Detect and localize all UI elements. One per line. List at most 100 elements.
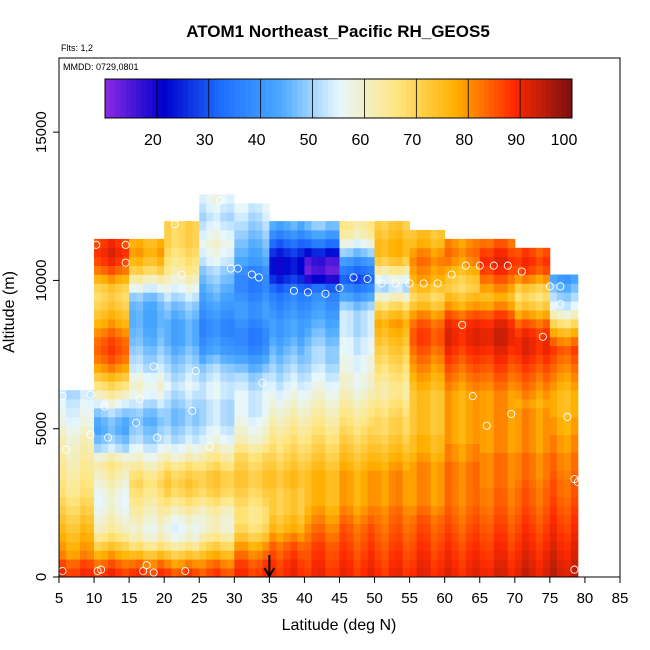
heatmap-cell (73, 452, 81, 462)
colorbar-swatch (234, 79, 241, 118)
heatmap-cell (528, 399, 537, 409)
heatmap-cell (262, 479, 270, 489)
y-tick-label: 10000 (33, 260, 50, 302)
heatmap-cell (304, 247, 312, 258)
heatmap-cell (437, 514, 446, 525)
heatmap-cell (304, 363, 312, 373)
colorbar-swatch (281, 79, 288, 118)
heatmap-cell (297, 372, 305, 382)
heatmap-cell (87, 443, 95, 453)
heatmap-cell (59, 399, 67, 409)
heatmap-cell (136, 505, 144, 516)
heatmap-cell (150, 372, 158, 382)
heatmap-cell (416, 301, 425, 311)
heatmap-cell (444, 292, 453, 302)
heatmap-cell (423, 247, 432, 258)
heatmap-cell (521, 327, 530, 338)
heatmap-cell (549, 443, 558, 453)
heatmap-cell (157, 399, 165, 409)
heatmap-cell (318, 238, 326, 249)
heatmap-cell (395, 541, 404, 551)
heatmap-cell (395, 416, 404, 427)
heatmap-cell (234, 256, 242, 266)
heatmap-cell (542, 407, 551, 418)
heatmap-cell (563, 443, 572, 453)
heatmap-cell (115, 532, 123, 542)
heatmap-cell (199, 434, 207, 444)
heatmap-cell (66, 461, 74, 471)
heatmap-cell (94, 363, 102, 373)
heatmap-cell (136, 390, 144, 400)
heatmap-cell (318, 318, 326, 329)
heatmap-cell (94, 381, 102, 391)
heatmap-cell (290, 292, 298, 302)
heatmap-cell (388, 283, 396, 293)
heatmap-cell (318, 416, 326, 427)
heatmap-cell (528, 559, 537, 569)
heatmap-cell (185, 283, 193, 293)
heatmap-cell (269, 443, 277, 453)
heatmap-cell (395, 407, 404, 418)
heatmap-cell (339, 523, 347, 533)
colorbar-swatch (483, 79, 490, 118)
heatmap-cell (136, 496, 144, 507)
heatmap-cell (381, 461, 389, 471)
heatmap-cell (563, 336, 572, 347)
heatmap-cell (444, 238, 453, 249)
heatmap-cell (430, 532, 439, 542)
heatmap-cell (290, 496, 298, 507)
heatmap-cell (479, 479, 488, 489)
heatmap-cell (465, 407, 474, 418)
heatmap-cell (388, 274, 396, 284)
heatmap-cell (73, 434, 81, 444)
heatmap-cell (479, 318, 488, 329)
heatmap-cell (115, 523, 123, 533)
heatmap-cell (304, 443, 312, 453)
heatmap-cell (276, 568, 284, 578)
heatmap-cell (430, 452, 439, 462)
heatmap-cell (353, 488, 361, 498)
observation-point (121, 240, 130, 249)
heatmap-cell (241, 568, 249, 578)
heatmap-cell (255, 310, 263, 320)
heatmap-cell (129, 514, 137, 525)
heatmap-cell (423, 230, 432, 240)
heatmap-cell (458, 327, 467, 338)
heatmap-cell (206, 327, 214, 338)
heatmap-cell (304, 550, 312, 560)
heatmap-cell (262, 523, 270, 533)
heatmap-cell (94, 523, 102, 533)
heatmap-cell (556, 381, 565, 391)
heatmap-cell (479, 541, 488, 551)
heatmap-cell (451, 479, 460, 489)
heatmap-cell (220, 568, 228, 578)
heatmap-cell (458, 390, 467, 400)
heatmap-cell (542, 470, 551, 480)
heatmap-cell (192, 256, 200, 266)
heatmap-cell (136, 318, 144, 329)
heatmap-cell (437, 238, 446, 249)
heatmap-cell (549, 345, 558, 355)
heatmap-cell (535, 256, 544, 266)
heatmap-cell (94, 541, 102, 551)
heatmap-cell (171, 505, 179, 516)
heatmap-cell (157, 505, 165, 516)
heatmap-cell (206, 461, 214, 471)
heatmap-cell (374, 470, 382, 480)
heatmap-cell (73, 443, 81, 453)
heatmap-cell (549, 523, 558, 533)
heatmap-cell (241, 479, 249, 489)
heatmap-cell (94, 354, 102, 364)
heatmap-cell (416, 523, 425, 533)
heatmap-cell (276, 505, 284, 516)
heatmap-cell (416, 327, 425, 338)
heatmap-cell (227, 496, 235, 507)
heatmap-cell (73, 568, 81, 578)
heatmap-cell (570, 514, 579, 525)
heatmap-cell (444, 407, 453, 418)
heatmap-cell (80, 434, 88, 444)
heatmap-cell (290, 425, 298, 436)
heatmap-cell (178, 532, 186, 542)
heatmap-cell (220, 452, 228, 462)
heatmap-cell (486, 559, 495, 569)
